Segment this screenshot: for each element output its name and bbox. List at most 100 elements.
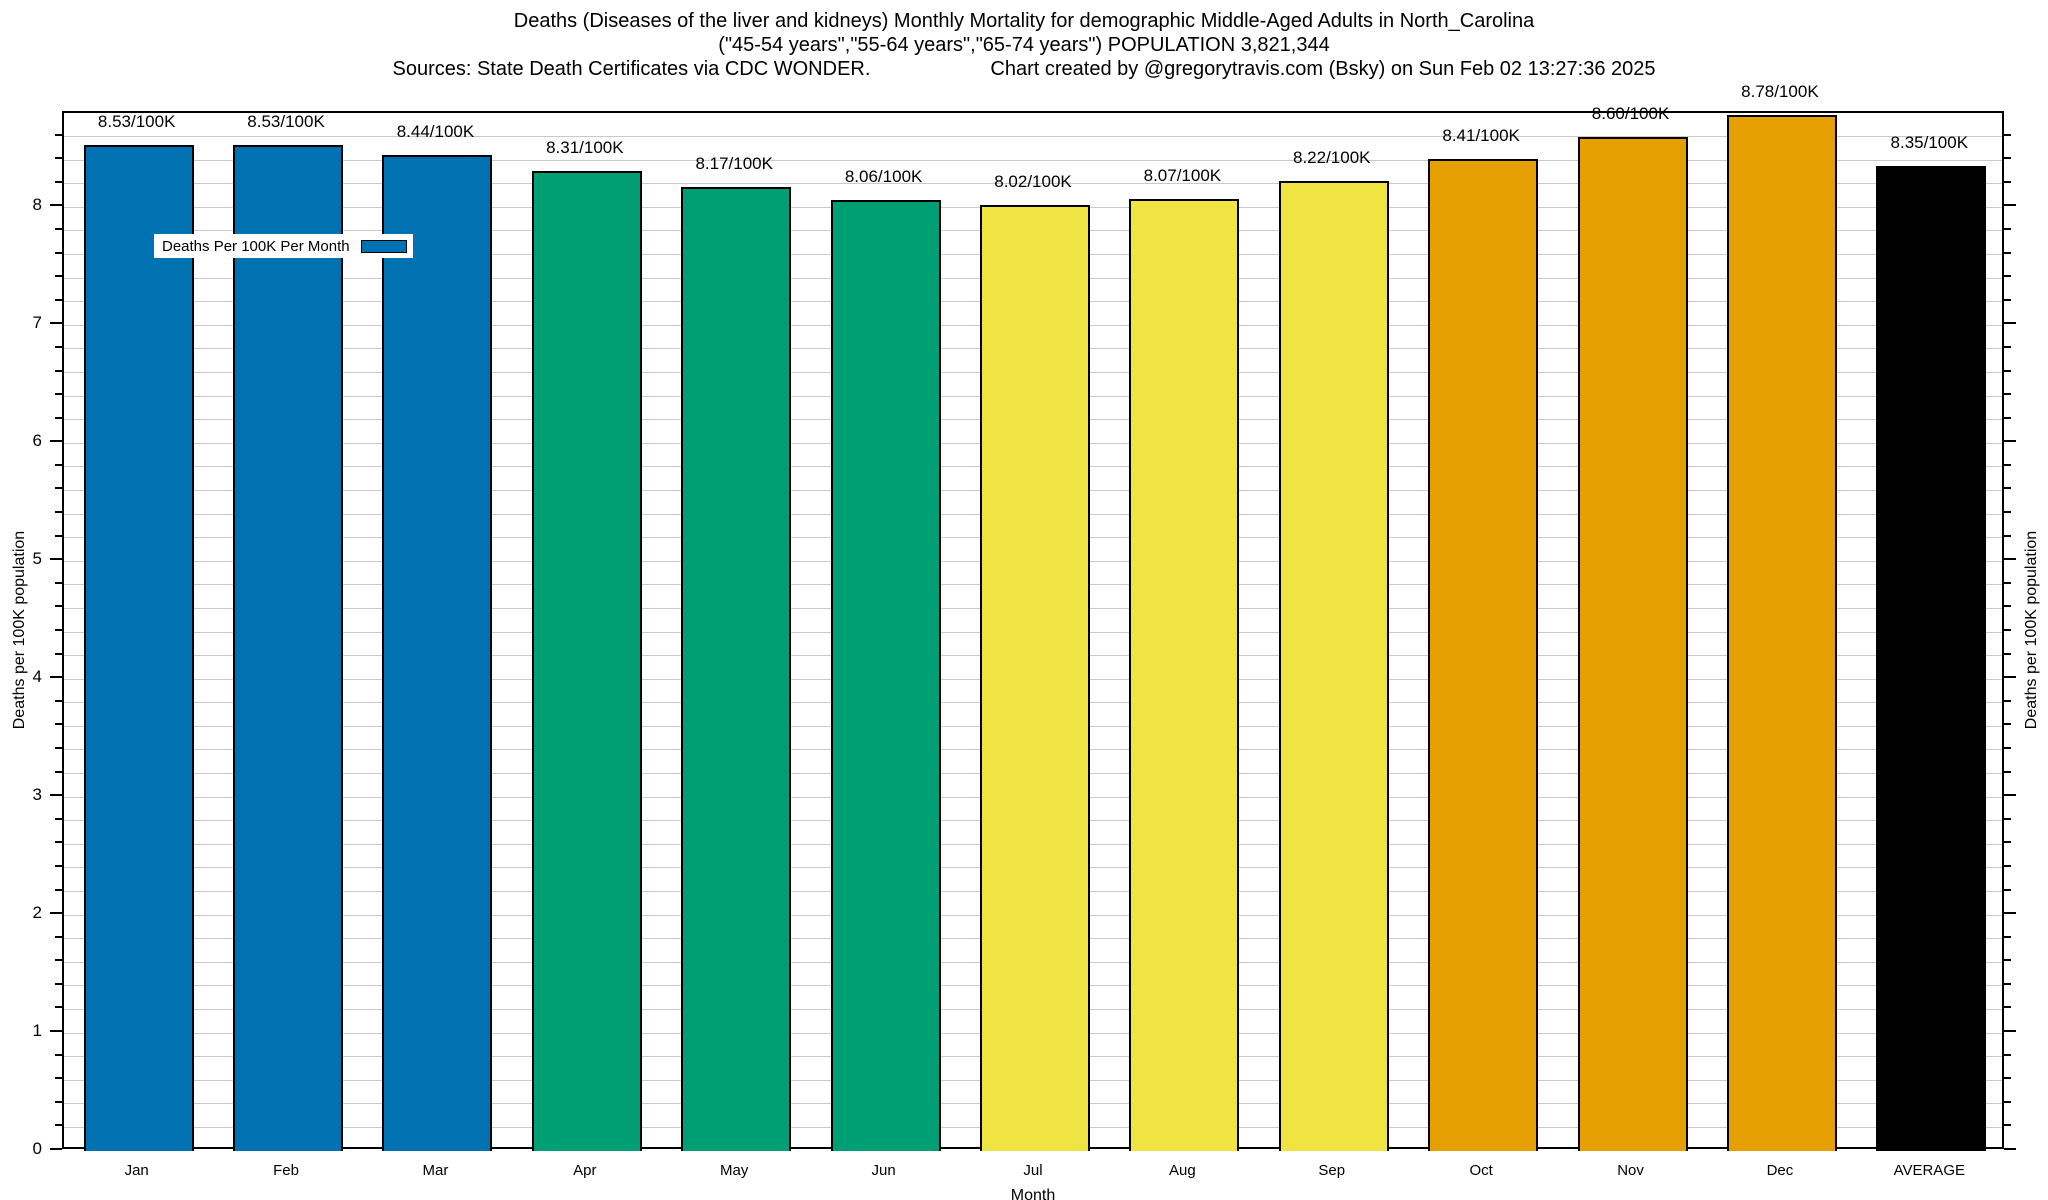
x-tick-label: Feb bbox=[273, 1162, 299, 1179]
y-minor-tick bbox=[55, 1077, 62, 1080]
bar-value-label: 8.35/100K bbox=[1890, 133, 1969, 153]
y-tick-label: 7 bbox=[32, 313, 42, 333]
bar-value-label: 8.60/100K bbox=[1591, 103, 1670, 123]
y-minor-tick bbox=[2004, 487, 2011, 490]
y-major-tick bbox=[50, 676, 62, 679]
y-minor-tick bbox=[2004, 982, 2011, 985]
bar-sep bbox=[1278, 181, 1389, 1151]
y-minor-tick bbox=[2004, 723, 2011, 726]
bar-value-label: 8.02/100K bbox=[994, 172, 1072, 191]
y-minor-tick bbox=[2004, 534, 2011, 537]
bar-average bbox=[1876, 166, 1987, 1151]
bar-oct bbox=[1428, 159, 1539, 1151]
y-minor-tick bbox=[2004, 1124, 2011, 1127]
x-axis-title: Month bbox=[1010, 1187, 1056, 1200]
y-minor-tick bbox=[55, 227, 62, 230]
y-minor-tick bbox=[2004, 629, 2011, 631]
y-minor-tick bbox=[55, 251, 62, 254]
y-minor-tick bbox=[55, 959, 62, 962]
y-minor-tick bbox=[55, 864, 62, 867]
x-tick-label: Aug bbox=[1169, 1162, 1196, 1179]
y-major-tick bbox=[2004, 440, 2016, 443]
y-minor-tick bbox=[2004, 345, 2011, 348]
y-major-tick bbox=[50, 912, 62, 915]
legend-label: Deaths Per 100K Per Month bbox=[162, 237, 350, 255]
y-tick-label: 4 bbox=[32, 667, 42, 687]
x-tick-label: Apr bbox=[573, 1162, 597, 1179]
y-minor-tick bbox=[55, 463, 62, 466]
bar-value-label: 8.31/100K bbox=[546, 137, 624, 157]
y-major-tick bbox=[50, 204, 62, 207]
y-minor-tick bbox=[55, 581, 62, 584]
y-minor-tick bbox=[2004, 393, 2011, 396]
y-major-tick bbox=[50, 794, 62, 797]
legend-swatch-icon bbox=[360, 239, 407, 253]
y-tick-label: 1 bbox=[32, 1021, 42, 1041]
bar-value-label: 8.22/100K bbox=[1293, 148, 1371, 168]
legend: Deaths Per 100K Per Month bbox=[154, 234, 413, 258]
y-minor-tick bbox=[2004, 275, 2011, 278]
chart-title-line2: ("45-54 years","55-64 years","65-74 year… bbox=[718, 34, 1330, 56]
y-minor-tick bbox=[2004, 699, 2011, 702]
y-major-tick bbox=[50, 1030, 62, 1033]
y-major-tick bbox=[2004, 1030, 2016, 1033]
y-minor-tick bbox=[55, 817, 62, 820]
y-major-tick bbox=[50, 440, 62, 443]
bar-value-label: 8.41/100K bbox=[1442, 126, 1520, 145]
y-minor-tick bbox=[55, 652, 62, 655]
y-minor-tick bbox=[2004, 605, 2011, 608]
x-tick-label: Nov bbox=[1617, 1162, 1644, 1179]
credit-note: Chart created by @gregorytravis.com (Bsk… bbox=[990, 58, 1656, 80]
y-minor-tick bbox=[55, 1053, 62, 1056]
x-tick-label: Jun bbox=[871, 1162, 896, 1179]
y-minor-tick bbox=[55, 534, 62, 537]
y-minor-tick bbox=[55, 935, 62, 938]
y-tick-label: 6 bbox=[32, 431, 42, 451]
y-minor-tick bbox=[2004, 770, 2011, 773]
y-minor-tick bbox=[55, 888, 62, 891]
y-minor-tick bbox=[2004, 817, 2011, 820]
y-minor-tick bbox=[2004, 416, 2011, 419]
y-minor-tick bbox=[2004, 157, 2011, 160]
y-major-tick bbox=[50, 1148, 62, 1150]
y-minor-tick bbox=[55, 746, 62, 749]
y-minor-tick bbox=[55, 1124, 62, 1127]
y-minor-tick bbox=[55, 511, 62, 514]
y-tick-label: 8 bbox=[32, 195, 42, 215]
chart-subtitle-row: Sources: State Death Certificates via CD… bbox=[0, 58, 2048, 81]
y-minor-tick bbox=[2004, 1077, 2011, 1080]
y-minor-tick bbox=[2004, 581, 2011, 584]
y-minor-tick bbox=[55, 723, 62, 726]
y-minor-tick bbox=[2004, 841, 2011, 844]
gridline bbox=[64, 159, 2002, 161]
y-minor-tick bbox=[55, 133, 62, 136]
bar-value-label: 8.17/100K bbox=[695, 154, 773, 174]
y-minor-tick bbox=[2004, 935, 2011, 938]
x-tick-label: AVERAGE bbox=[1893, 1162, 1965, 1179]
y-minor-tick bbox=[55, 1006, 62, 1009]
gridline bbox=[64, 136, 2002, 138]
y-minor-tick bbox=[2004, 251, 2011, 254]
bar-jul bbox=[980, 205, 1090, 1151]
y-major-tick bbox=[2004, 794, 2016, 797]
bar-nov bbox=[1577, 136, 1688, 1151]
y-minor-tick bbox=[55, 629, 62, 631]
y-minor-tick bbox=[55, 487, 62, 490]
y-minor-tick bbox=[55, 298, 62, 301]
y-minor-tick bbox=[55, 1100, 62, 1103]
y-major-tick bbox=[50, 322, 62, 325]
y-minor-tick bbox=[2004, 511, 2011, 514]
bar-value-label: 8.53/100K bbox=[97, 111, 176, 131]
bar-value-label: 8.78/100K bbox=[1741, 82, 1819, 102]
gridline bbox=[64, 183, 2002, 185]
bar-value-label: 8.53/100K bbox=[247, 111, 325, 131]
y-major-tick bbox=[50, 558, 62, 561]
y-major-tick bbox=[2004, 1148, 2016, 1150]
y-minor-tick bbox=[2004, 864, 2011, 867]
y-minor-tick bbox=[2004, 298, 2011, 301]
x-tick-label: Oct bbox=[1469, 1162, 1493, 1179]
bar-value-label: 8.06/100K bbox=[844, 167, 923, 187]
y-minor-tick bbox=[55, 841, 62, 844]
y-minor-tick bbox=[2004, 227, 2011, 230]
y-minor-tick bbox=[55, 369, 62, 372]
